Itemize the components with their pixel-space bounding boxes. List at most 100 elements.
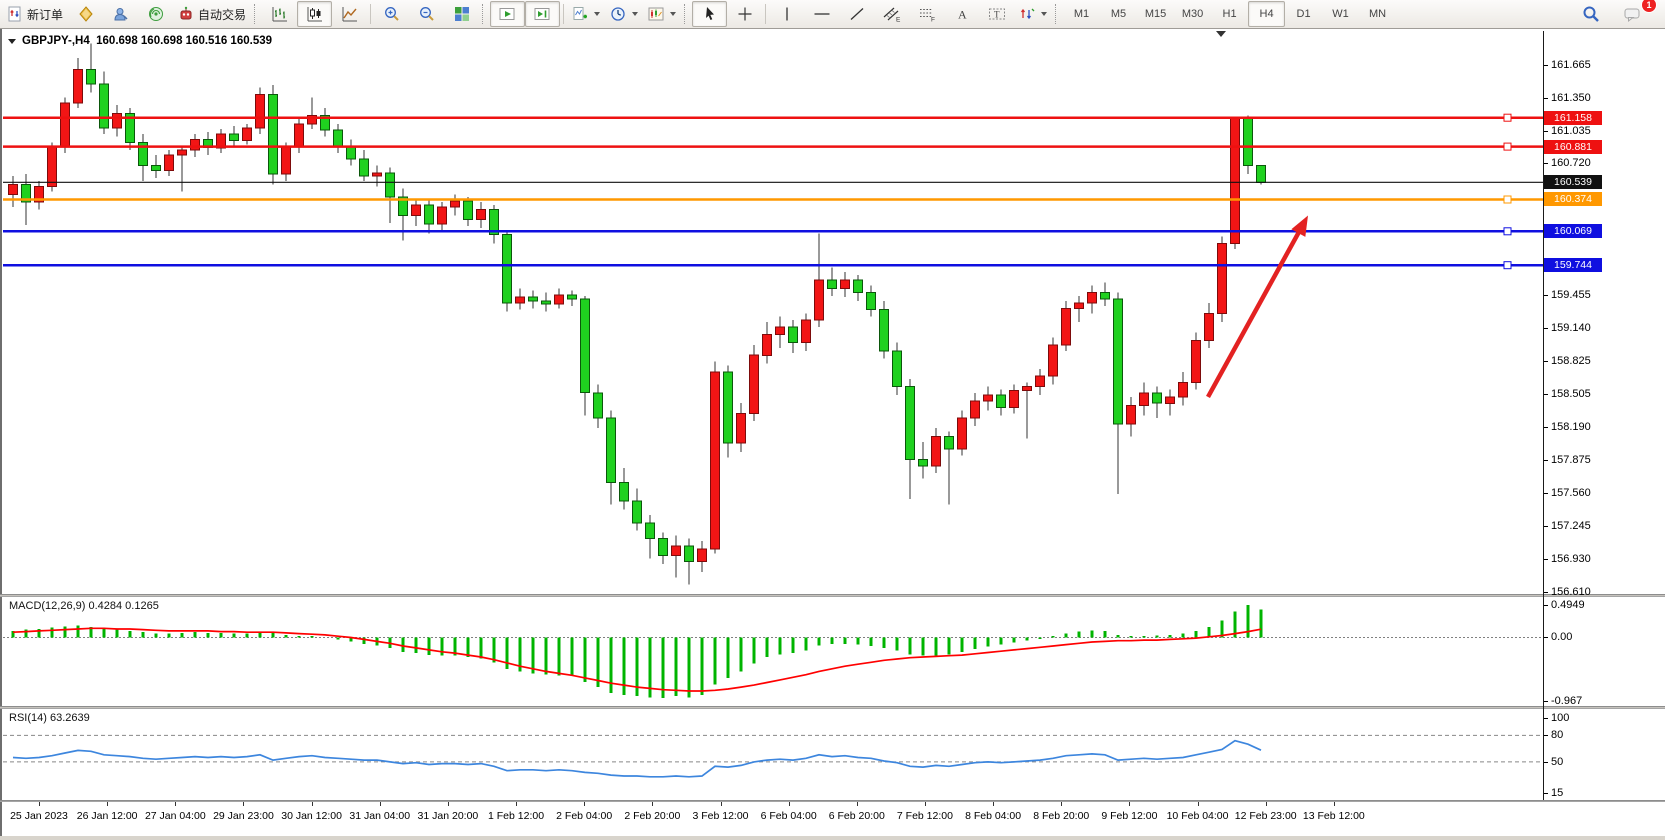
- time-axis-label: 3 Feb 12:00: [692, 810, 749, 822]
- time-axis-label: 2 Feb 04:00: [556, 810, 613, 822]
- horizontal-line-object[interactable]: [3, 113, 1543, 122]
- periods-button[interactable]: [605, 1, 643, 27]
- equidistant-channel-tool-button[interactable]: E: [874, 1, 909, 27]
- crosshair-icon: [738, 7, 752, 21]
- price-axis-tickmark: [1544, 427, 1548, 429]
- tile-windows-button[interactable]: [444, 1, 479, 27]
- price-line-label[interactable]: 160.539: [1544, 175, 1602, 190]
- price-axis-tick: 156.930: [1551, 552, 1591, 565]
- chart-shift-button[interactable]: [525, 1, 561, 27]
- new-order-button[interactable]: 新订单: [2, 1, 68, 27]
- window-bottom-edge: [0, 836, 1665, 840]
- price-axis-tick: 159.140: [1551, 322, 1591, 335]
- macd-axis-tickmark: [1544, 637, 1548, 639]
- cursor-button[interactable]: [692, 1, 728, 27]
- signals-button[interactable]: [138, 1, 173, 27]
- horizontal-line-object[interactable]: [3, 195, 1543, 204]
- zoom-out-button[interactable]: [409, 1, 444, 27]
- price-axis-tick: 158.825: [1551, 354, 1591, 367]
- price-line-label[interactable]: 161.158: [1544, 110, 1602, 125]
- panel-separator[interactable]: [0, 594, 1665, 597]
- timeframe-m30-button[interactable]: M30: [1181, 8, 1204, 20]
- time-axis-label: 9 Feb 12:00: [1101, 810, 1158, 822]
- toolbar-separator: [370, 4, 372, 24]
- horizontal-line-object[interactable]: [3, 227, 1543, 236]
- rsi-axis-tick: 15: [1551, 786, 1564, 799]
- horizontal-line-icon: [814, 13, 830, 15]
- price-axis[interactable]: [1543, 31, 1665, 800]
- zoom-in-icon: [384, 7, 399, 21]
- chart-shift-marker[interactable]: [1216, 31, 1226, 37]
- horizontal-line-object[interactable]: [3, 261, 1543, 270]
- macd-histogram: [11, 605, 1263, 699]
- auto-scroll-button[interactable]: [490, 1, 526, 27]
- autotrading-button[interactable]: 自动交易: [173, 1, 251, 27]
- text-label-tool-button[interactable]: T: [979, 1, 1014, 27]
- price-line-label[interactable]: 160.881: [1544, 139, 1602, 154]
- panel-separator[interactable]: [0, 800, 1665, 802]
- market-watch-button[interactable]: [68, 1, 103, 27]
- templates-icon: [648, 7, 664, 21]
- price-axis-tickmark: [1544, 492, 1548, 494]
- timeframe-h4-button[interactable]: H4: [1248, 1, 1286, 27]
- rsi-axis-tick: 50: [1551, 755, 1564, 768]
- macd-panel[interactable]: MACD(12,26,9) 0.4284 0.1265: [3, 597, 1543, 706]
- timeframe-m15-button[interactable]: M15: [1144, 8, 1167, 20]
- timeframe-mn-button[interactable]: MN: [1368, 8, 1387, 20]
- trendline-tool-button[interactable]: [839, 1, 874, 27]
- candles: [8, 43, 1266, 585]
- fibonacci-icon: F: [919, 9, 935, 22]
- time-axis-label: 7 Feb 12:00: [896, 810, 953, 822]
- price-axis-tickmark: [1544, 97, 1548, 99]
- rsi-panel[interactable]: RSI(14) 63.2639: [3, 709, 1543, 800]
- text-tool-button[interactable]: A: [944, 1, 979, 27]
- timeframe-w1-button[interactable]: W1: [1332, 8, 1349, 20]
- chart-profiles-button[interactable]: [103, 1, 138, 27]
- panel-separator[interactable]: [0, 706, 1665, 709]
- timeframe-d1-button[interactable]: D1: [1296, 8, 1311, 20]
- horizontal-line-tool-button[interactable]: [804, 1, 839, 27]
- time-axis-label: 30 Jan 12:00: [281, 810, 342, 822]
- autotrading-label: 自动交易: [198, 7, 247, 22]
- time-axis-label: 2 Feb 20:00: [624, 810, 681, 822]
- price-axis-tick: 156.610: [1551, 585, 1591, 598]
- time-axis-tickmark: [39, 802, 40, 806]
- chart-shift-icon: [534, 8, 550, 20]
- rsi-line: [12, 739, 1262, 778]
- arrows-tool-button[interactable]: [1014, 1, 1052, 27]
- one-click-panel-toggle[interactable]: [8, 39, 16, 44]
- crosshair-button[interactable]: [727, 1, 762, 27]
- periods-clock-icon: [611, 7, 625, 21]
- search-button[interactable]: [1573, 1, 1608, 27]
- timeframe-m1-button[interactable]: M1: [1073, 8, 1090, 20]
- zoom-in-button[interactable]: [374, 1, 409, 27]
- price-line-label[interactable]: 160.374: [1544, 192, 1602, 207]
- indicators-button[interactable]: [567, 1, 605, 27]
- time-axis-tickmark: [311, 802, 313, 806]
- timeframe-m5-button[interactable]: M5: [1110, 8, 1127, 20]
- bar-chart-button[interactable]: [262, 1, 297, 27]
- time-axis-label: 8 Feb 04:00: [965, 810, 1022, 822]
- timeframe-h1-button[interactable]: H1: [1222, 8, 1237, 20]
- macd-label: MACD(12,26,9) 0.4284 0.1265: [9, 600, 159, 612]
- templates-button[interactable]: [643, 1, 681, 27]
- fibonacci-tool-button[interactable]: F: [909, 1, 944, 27]
- vertical-line-tool-button[interactable]: [769, 1, 804, 27]
- main-chart-plot[interactable]: [3, 31, 1543, 594]
- chat-bubble-icon: [1624, 8, 1640, 22]
- trend-arrow-object[interactable]: [1206, 215, 1308, 399]
- notifications-button[interactable]: 1: [1616, 0, 1657, 27]
- time-axis-tickmark: [1197, 802, 1199, 806]
- price-axis-tickmark: [1544, 130, 1548, 132]
- price-axis-tick: 157.245: [1551, 519, 1591, 532]
- rsi-axis-tickmark: [1544, 735, 1548, 737]
- toolbar-separator: [765, 4, 767, 24]
- price-line-label[interactable]: 160.069: [1544, 224, 1602, 239]
- candlestick-chart-button[interactable]: [297, 1, 333, 27]
- time-axis-tickmark: [1333, 802, 1335, 806]
- line-chart-button[interactable]: [332, 1, 367, 27]
- price-axis-tickmark: [1544, 64, 1548, 66]
- horizontal-line-object[interactable]: [3, 142, 1543, 151]
- price-line-label[interactable]: 159.744: [1544, 258, 1602, 273]
- time-axis-label: 27 Jan 04:00: [144, 810, 206, 822]
